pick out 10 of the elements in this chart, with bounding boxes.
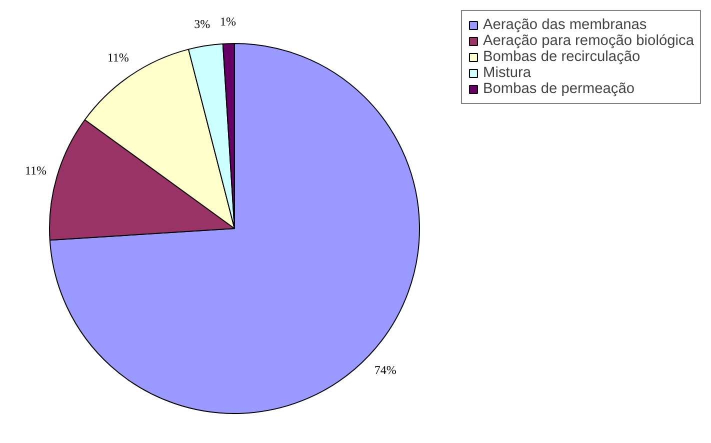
data-label: 3%: [194, 17, 210, 32]
data-label: 11%: [107, 50, 129, 64]
legend-label: Bombas de permeação: [482, 81, 635, 97]
data-label: 74%: [374, 363, 396, 378]
data-label: 11%: [24, 164, 47, 178]
legend-label: Bombas de recirculação: [482, 49, 640, 65]
legend-label: Aeração para remoção biológica: [482, 33, 694, 49]
legend-label: Mistura: [482, 65, 532, 81]
data-label: 1%: [220, 14, 236, 29]
legend-label: Aeração das membranas: [482, 17, 647, 33]
